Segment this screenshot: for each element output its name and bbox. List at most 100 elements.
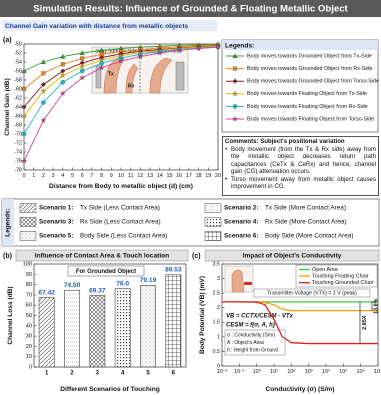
note: A : Object's Area xyxy=(227,340,264,346)
scenario-legend-box xyxy=(1,198,380,247)
legend-label: Open Area xyxy=(312,267,338,273)
y-tick-label: -54 xyxy=(14,59,22,65)
scenario-swatch xyxy=(19,217,37,227)
data-point xyxy=(156,50,163,56)
x-tick-label: 3 xyxy=(96,371,100,377)
legend-box xyxy=(295,264,378,288)
scenario-swatch xyxy=(204,203,222,213)
annotation: 2.85X xyxy=(362,315,368,330)
x-tick-label: 9 xyxy=(110,173,113,179)
panel-subtitle: For Grounded Object xyxy=(76,269,136,275)
data-point xyxy=(99,47,105,53)
panel-header xyxy=(2,20,218,31)
data-point xyxy=(40,59,46,64)
y-tick-label: 90 xyxy=(26,272,32,278)
inset-label: Rx xyxy=(128,83,135,89)
y-tick-label: 0 xyxy=(217,363,220,369)
x-tick-label: 10² xyxy=(287,369,295,375)
x-tick-label: 0 xyxy=(23,173,26,179)
scenario-label: Scenario 5: xyxy=(39,233,73,240)
x-tick-label: 17 xyxy=(186,173,192,179)
legend-marker xyxy=(232,104,238,109)
x-tick-label: 7 xyxy=(90,173,93,179)
scenario-text: Tx Side (Less Contact Area) xyxy=(80,205,160,212)
data-point xyxy=(80,56,85,61)
x-tick-label: 6 xyxy=(81,173,84,179)
y-tick-label: -78 xyxy=(14,167,22,173)
legend-marker xyxy=(232,90,238,97)
data-point xyxy=(60,62,65,67)
y-tick-label: 40 xyxy=(26,323,32,329)
comments-title: Comments: xyxy=(225,138,259,145)
note-box xyxy=(224,329,286,356)
y-tick-label: 2.5 xyxy=(213,291,221,297)
data-point xyxy=(79,74,86,81)
note-box xyxy=(253,288,371,298)
panel-label: (b) xyxy=(3,253,12,260)
x-tick-label: 10³ xyxy=(305,369,313,375)
scenario-legend-header xyxy=(2,199,14,246)
page-title: Simulation Results: Influence of Grounde… xyxy=(33,4,348,15)
y-tick-label: -70 xyxy=(14,131,22,137)
x-tick-label: 2 xyxy=(42,173,45,179)
bar xyxy=(140,285,156,368)
scenario-swatch xyxy=(19,203,37,213)
x-tick-label: 10⁵ xyxy=(339,369,347,375)
data-point xyxy=(137,53,144,60)
comments-subtitle: Subject's positional variation xyxy=(260,138,345,145)
note: h : Height from Ground xyxy=(227,347,278,353)
data-point xyxy=(79,63,86,69)
y-tick-label: -58 xyxy=(14,77,22,83)
inset-label: away from Rx-side xyxy=(95,48,137,54)
legend-marker xyxy=(232,116,238,122)
y-tick-label: 1 xyxy=(217,334,220,340)
value-label: 89.53 xyxy=(165,267,182,274)
x-axis-label: Different Scenarios of Touching xyxy=(60,386,160,393)
y-tick-label: 3 xyxy=(217,276,220,282)
legend-marker xyxy=(232,53,238,58)
y-tick-label: 30 xyxy=(26,334,32,340)
y-axis-label: Body Potential (VB) (mV) xyxy=(199,276,206,354)
panel-label: (c) xyxy=(192,253,201,260)
y-tick-label: 2 xyxy=(217,305,220,311)
value-label: 74.50 xyxy=(64,282,81,289)
data-point xyxy=(21,104,27,110)
x-axis-label: Conductivity (σ) (S/m) xyxy=(266,386,335,393)
x-tick-label: 10⁻¹ xyxy=(234,369,245,375)
y-tick-label: 70 xyxy=(26,292,32,298)
panel-title: Influence of Contact Area & Touch locati… xyxy=(35,253,169,260)
scenario-swatch xyxy=(204,231,222,241)
data-point xyxy=(40,117,47,123)
legend-label: Touching Grounded Chair xyxy=(312,280,374,286)
y-tick-label: 3.5 xyxy=(213,261,221,267)
x-tick-label: 5 xyxy=(146,371,150,377)
legend-label: Body moves towards Grounded Object from … xyxy=(247,79,379,85)
x-tick-label: 10⁴ xyxy=(322,369,331,375)
plot-frame xyxy=(221,263,379,367)
comment: Body movement (from the Tx & Rx side) aw… xyxy=(225,146,376,175)
scenario-legend-title: Legends: xyxy=(5,208,12,236)
panel-header xyxy=(204,249,380,262)
data-point xyxy=(59,90,66,96)
scenario-text: Body Side (More Contact Area) xyxy=(265,233,353,240)
data-point xyxy=(60,80,66,85)
y-tick-label: 10 xyxy=(26,354,32,360)
data-point xyxy=(41,71,46,76)
data-point xyxy=(79,50,85,55)
y-tick-label: 60 xyxy=(26,303,32,309)
x-tick-label: 1 xyxy=(45,371,49,377)
legend-marker xyxy=(233,66,237,71)
legend-header xyxy=(222,40,378,50)
scenario-text: Tx Side (More Contact Area) xyxy=(265,205,346,212)
y-tick-label: 80 xyxy=(26,282,32,288)
x-tick-label: 13 xyxy=(147,173,153,179)
data-point xyxy=(21,131,27,137)
y-tick-label: 1.5 xyxy=(213,320,221,326)
data-point xyxy=(40,88,47,94)
transmitter-note: Transmitter Voltage (VTX) = 1 V (peak) xyxy=(267,291,357,297)
comment: Torso movement away from metallic object… xyxy=(225,176,376,190)
title-banner xyxy=(0,0,381,17)
legend-box xyxy=(221,39,379,133)
data-point xyxy=(21,68,27,73)
